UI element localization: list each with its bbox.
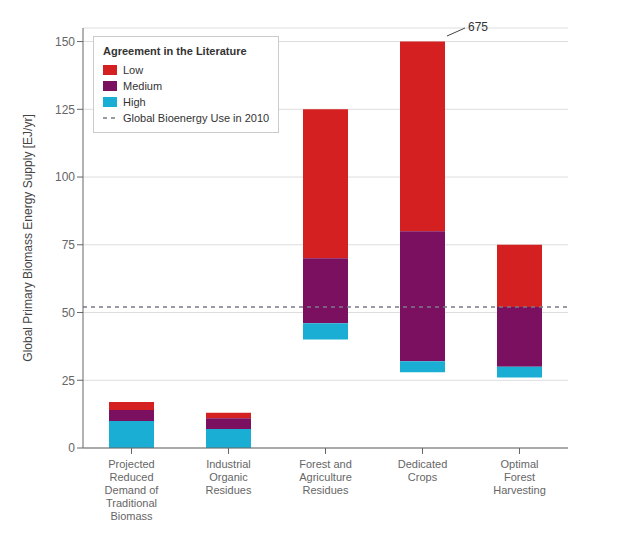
svg-text:100: 100 (55, 170, 75, 184)
html-text:Medium: Medium (123, 80, 163, 92)
html-text:High: High (123, 96, 146, 108)
html-text:Low: Low (123, 64, 144, 76)
svg-text:675: 675 (468, 20, 488, 34)
svg-text:50: 50 (62, 306, 76, 320)
svg-text:25: 25 (62, 374, 76, 388)
html-text:Global Bioenergy Use in 2010: Global Bioenergy Use in 2010 (123, 112, 270, 124)
svg-text:DedicatedCrops: DedicatedCrops (398, 458, 448, 483)
svg-text:125: 125 (55, 103, 75, 117)
svg-text:75: 75 (62, 238, 76, 252)
svg-text:IndustrialOrganicResidues: IndustrialOrganicResidues (206, 458, 252, 496)
html-text:Agreement in the Literature: Agreement in the Literature (103, 45, 247, 57)
svg-text:Forest andAgricultureResidues: Forest andAgricultureResidues (299, 458, 352, 496)
svg-text:OptimalForestHarvesting: OptimalForestHarvesting (493, 458, 546, 496)
svg-text:0: 0 (68, 441, 75, 455)
svg-text:150: 150 (55, 35, 75, 49)
svg-text:Global Primary Biomass Energy: Global Primary Biomass Energy Supply [EJ… (21, 114, 35, 361)
svg-text:ProjectedReducedDemand ofTradi: ProjectedReducedDemand ofTraditionalBiom… (105, 458, 160, 522)
